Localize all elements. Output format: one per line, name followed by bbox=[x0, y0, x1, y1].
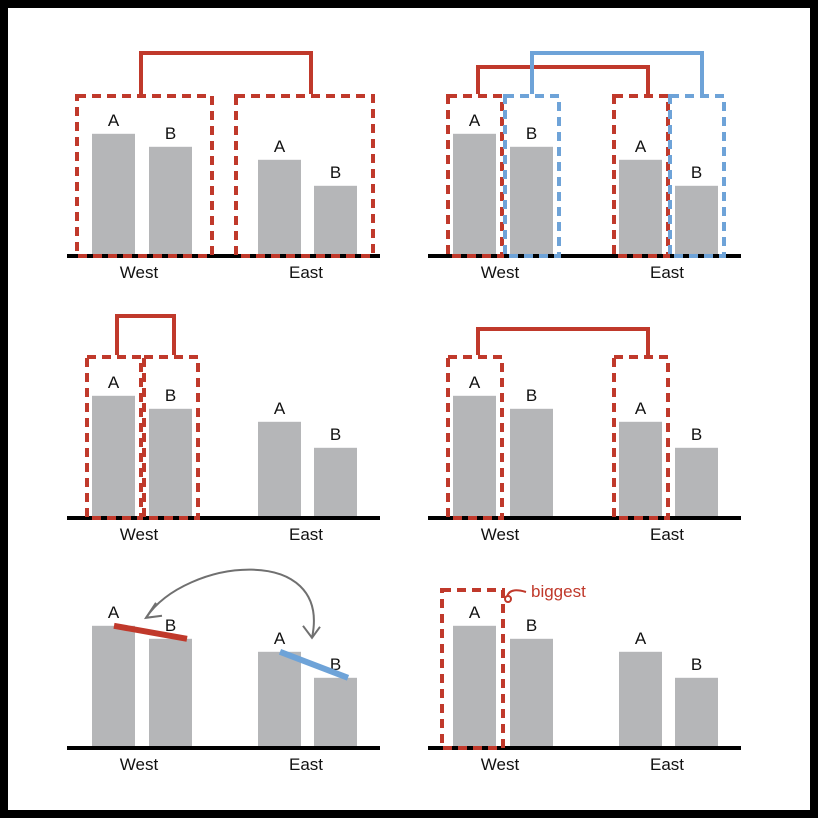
bar-label-east-b: B bbox=[330, 425, 341, 444]
bar-label-west-b: B bbox=[165, 124, 176, 143]
bar-west-a bbox=[92, 395, 135, 518]
highlight-box-west-a bbox=[446, 355, 504, 520]
bar-west-b bbox=[510, 408, 553, 518]
comparison-bracket bbox=[139, 51, 313, 94]
bar-label-west-b: B bbox=[526, 616, 537, 635]
bar-east-b bbox=[675, 447, 718, 518]
bar-label-east-a: A bbox=[274, 137, 286, 156]
bar-label-west-a: A bbox=[108, 373, 120, 392]
callout-text-biggest: biggest bbox=[531, 582, 586, 601]
arrowhead-left-icon bbox=[143, 602, 163, 620]
bar-label-east-b: B bbox=[691, 163, 702, 182]
bar-east-a bbox=[619, 421, 662, 518]
bar-east-b bbox=[314, 677, 357, 748]
group-label-east: East bbox=[650, 525, 684, 544]
chart-panel-single-max: A B West A B East biggest bbox=[428, 582, 741, 774]
bar-label-west-b: B bbox=[165, 616, 176, 635]
comparison-bracket-b bbox=[530, 51, 704, 94]
bar-east-b bbox=[675, 185, 718, 256]
comparison-bracket-a bbox=[476, 65, 650, 94]
comparison-bracket bbox=[115, 314, 176, 355]
group-label-east: East bbox=[289, 755, 323, 774]
group-label-west: West bbox=[481, 263, 520, 282]
slope-line-east bbox=[278, 648, 350, 681]
highlight-box-west-a bbox=[85, 355, 143, 520]
highlight-box-east-b bbox=[668, 94, 726, 258]
bar-west-a bbox=[453, 625, 496, 748]
group-label-west: West bbox=[481, 755, 520, 774]
highlight-box-west-b bbox=[142, 355, 200, 520]
figure-frame: A B West A B East A B West A B East A B West A B East A B We… bbox=[8, 8, 810, 810]
comparison-curved-arrow bbox=[145, 568, 315, 639]
comparison-diagram: A B West A B East A B West A B East A B West A B East A B We… bbox=[67, 51, 741, 774]
bar-label-west-b: B bbox=[165, 386, 176, 405]
bar-label-east-a: A bbox=[635, 399, 647, 418]
bar-label-west-a: A bbox=[469, 111, 481, 130]
bar-east-b bbox=[675, 677, 718, 748]
group-label-east: East bbox=[650, 755, 684, 774]
highlight-box-east-a bbox=[612, 94, 670, 258]
highlight-box-east-group bbox=[234, 94, 375, 258]
bar-east-a bbox=[258, 421, 301, 518]
bar-east-b bbox=[314, 447, 357, 518]
highlight-box-west-group bbox=[75, 94, 214, 258]
callout-dot-icon bbox=[504, 595, 512, 603]
highlight-box-west-a bbox=[446, 94, 504, 258]
highlight-box-east-a bbox=[612, 355, 670, 520]
bar-label-east-b: B bbox=[330, 655, 341, 674]
bar-label-west-a: A bbox=[469, 373, 481, 392]
bar-east-a bbox=[619, 159, 662, 256]
chart-panel-slope-comparison: A B West A B East bbox=[67, 568, 380, 774]
group-label-west: West bbox=[120, 755, 159, 774]
bar-label-east-a: A bbox=[635, 629, 647, 648]
bar-label-west-a: A bbox=[469, 603, 481, 622]
bar-east-b bbox=[314, 185, 357, 256]
group-label-west: West bbox=[481, 525, 520, 544]
bar-label-east-b: B bbox=[330, 163, 341, 182]
bar-label-east-a: A bbox=[274, 629, 286, 648]
bar-label-east-b: B bbox=[691, 425, 702, 444]
bar-label-west-b: B bbox=[526, 124, 537, 143]
group-label-east: East bbox=[289, 525, 323, 544]
bar-label-east-a: A bbox=[635, 137, 647, 156]
bar-west-b bbox=[149, 146, 192, 256]
bar-west-a bbox=[453, 133, 496, 256]
chart-panel-one-series-across-groups: A B West A B East bbox=[428, 327, 741, 544]
bar-label-west-a: A bbox=[108, 111, 120, 130]
bar-label-east-b: B bbox=[691, 655, 702, 674]
bar-west-b bbox=[510, 146, 553, 256]
bar-west-b bbox=[149, 408, 192, 518]
slope-line-west bbox=[113, 622, 188, 642]
bar-label-west-b: B bbox=[526, 386, 537, 405]
group-label-west: West bbox=[120, 525, 159, 544]
bar-west-a bbox=[92, 133, 135, 256]
group-label-east: East bbox=[289, 263, 323, 282]
bar-west-b bbox=[510, 638, 553, 748]
chart-panel-within-group: A B West A B East bbox=[67, 314, 380, 544]
group-label-east: East bbox=[650, 263, 684, 282]
bar-east-a bbox=[258, 651, 301, 748]
highlight-box-west-b bbox=[503, 94, 561, 258]
bar-west-a bbox=[453, 395, 496, 518]
bar-label-east-a: A bbox=[274, 399, 286, 418]
bar-label-west-a: A bbox=[108, 603, 120, 622]
highlight-box-west-a bbox=[440, 588, 505, 750]
bar-east-a bbox=[258, 159, 301, 256]
bar-west-b bbox=[149, 638, 192, 748]
group-label-west: West bbox=[120, 263, 159, 282]
chart-panel-same-series-across-groups: A B West A B East bbox=[428, 51, 741, 282]
arrowhead-right-icon bbox=[302, 625, 321, 640]
bar-west-a bbox=[92, 625, 135, 748]
chart-panel-group-vs-group: A B West A B East bbox=[67, 51, 380, 282]
comparison-bracket bbox=[476, 327, 650, 355]
bar-east-a bbox=[619, 651, 662, 748]
